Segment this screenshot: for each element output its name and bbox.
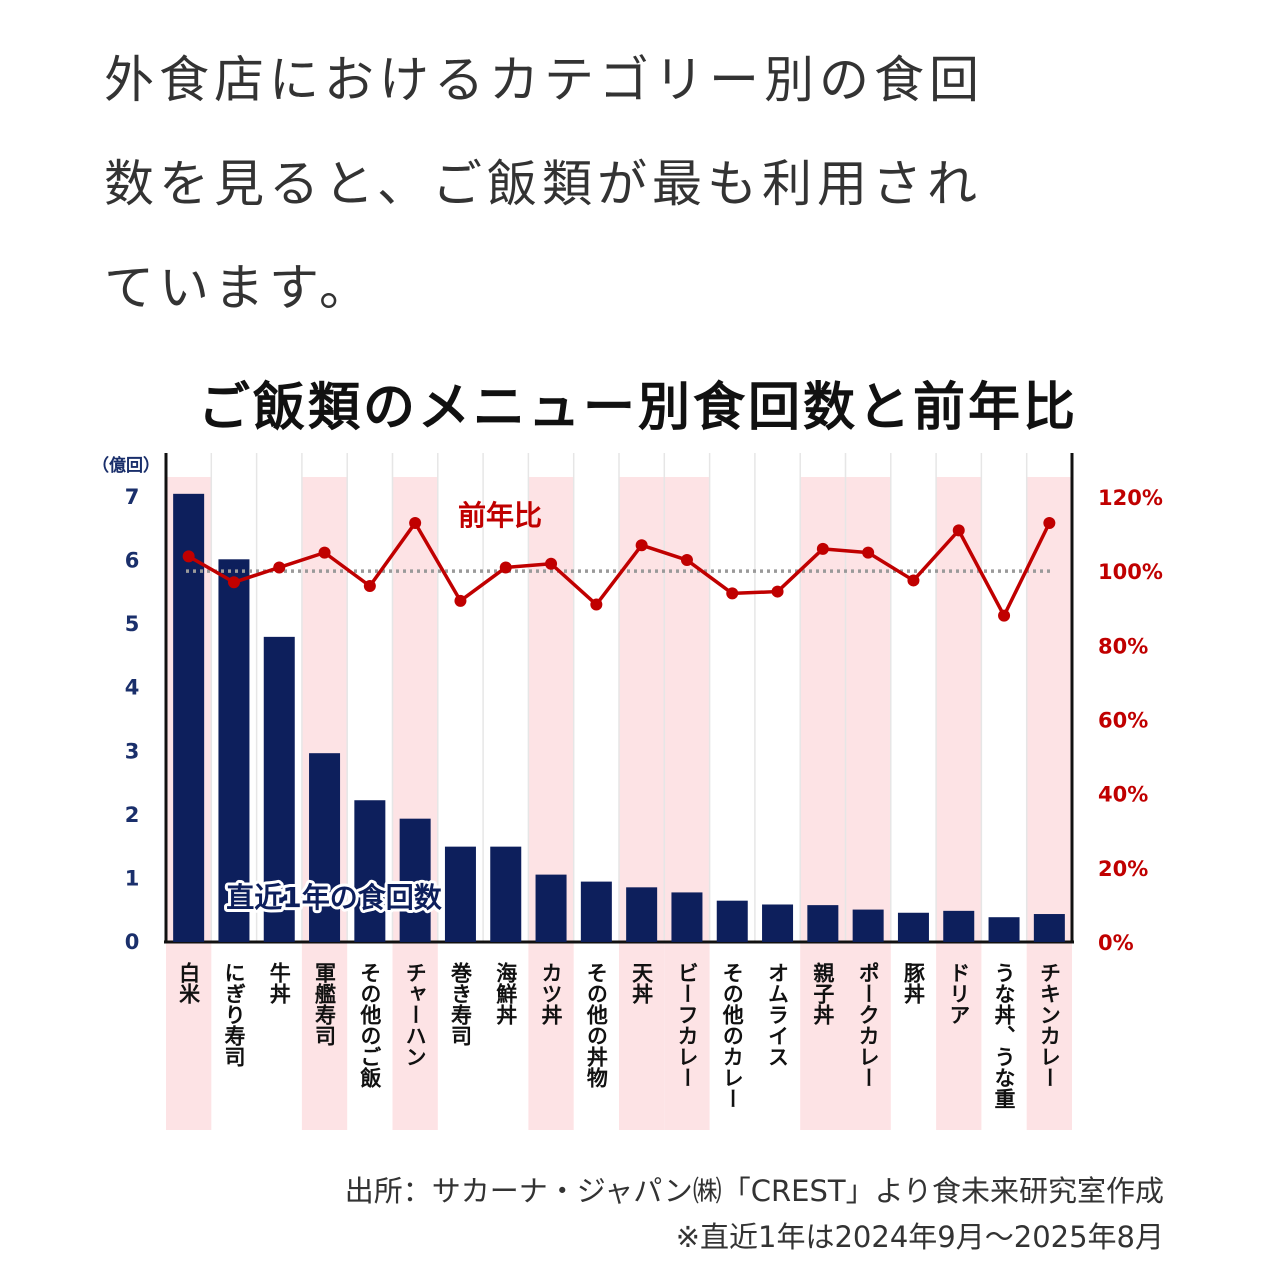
category-label: 天丼 <box>630 962 654 1005</box>
yoy-point <box>1043 516 1056 529</box>
left-tick-label: 6 <box>125 549 140 573</box>
source-line-1: 出所：サカーナ・ジャパン㈱「CREST」より食未来研究室作成 <box>344 1174 1164 1208</box>
category-label: ポークカレー <box>856 961 880 1088</box>
bar <box>807 905 839 942</box>
bar <box>535 874 567 942</box>
bar <box>173 493 205 942</box>
chart-title: ご飯類のメニュー別食回数と前年比 <box>197 378 1078 438</box>
yoy-point <box>907 574 920 587</box>
left-tick-label: 0 <box>125 930 140 954</box>
yoy-point <box>273 561 286 574</box>
bar <box>897 912 929 942</box>
yoy-point <box>499 561 512 574</box>
highlight-band <box>936 477 982 1130</box>
bar <box>399 818 431 942</box>
yoy-point <box>590 598 603 611</box>
category-label: 軍艦寿司 <box>313 962 337 1047</box>
bar <box>988 917 1020 942</box>
bar <box>354 800 386 942</box>
yoy-point <box>182 550 195 563</box>
yoy-point <box>771 585 784 598</box>
left-tick-label: 4 <box>125 676 140 700</box>
yoy-point <box>635 539 648 552</box>
highlight-band <box>392 477 438 1130</box>
right-tick-label: 80% <box>1098 634 1148 658</box>
source-note: 出所：サカーナ・ジャパン㈱「CREST」より食未来研究室作成 ※直近1年は202… <box>345 1168 1164 1260</box>
category-label: 巻き寿司 <box>448 961 473 1047</box>
category-label: ビーフカレー <box>675 962 699 1088</box>
bar <box>671 892 703 942</box>
left-tick-label: 5 <box>125 612 140 636</box>
category-label: カツ丼 <box>539 962 563 1026</box>
category-label: 海鮮丼 <box>494 961 518 1026</box>
yoy-point <box>680 554 693 567</box>
right-tick-label: 20% <box>1098 857 1148 881</box>
yoy-point <box>726 587 739 600</box>
bar <box>1033 914 1065 942</box>
headline-line-2: 数を見ると、ご飯類が最も利用され <box>104 155 982 213</box>
right-tick-label: 60% <box>1098 709 1148 733</box>
bar <box>943 910 975 942</box>
category-label: オムライス <box>766 962 790 1067</box>
right-tick-label: 0% <box>1098 931 1134 955</box>
yoy-point <box>545 557 558 570</box>
yoy-point <box>816 542 829 555</box>
highlight-band <box>664 477 710 1130</box>
source-line-2: ※直近1年は2024年9月～2025年8月 <box>675 1220 1164 1254</box>
yoy-point <box>454 594 467 607</box>
category-label: 白米 <box>177 961 201 1005</box>
left-tick-label: 2 <box>125 803 140 827</box>
yoy-point <box>998 609 1011 622</box>
category-label: その他のカレー <box>720 962 745 1109</box>
category-label: 豚丼 <box>901 962 925 1005</box>
category-label: その他の丼物 <box>584 962 609 1089</box>
headline: 外食店におけるカテゴリー別の食回 数を見ると、ご飯類が最も利用され ています。 <box>104 28 1164 340</box>
highlight-band <box>528 477 574 1130</box>
highlight-band <box>619 477 665 1130</box>
series-label-count: 直近1年の食回数 <box>226 881 442 914</box>
left-tick-label: 3 <box>125 739 140 763</box>
category-label: ドリア <box>947 962 971 1025</box>
category-label: その他のご飯 <box>358 962 383 1089</box>
yoy-point <box>952 524 965 537</box>
bar <box>580 881 612 942</box>
bar <box>490 846 522 942</box>
bar <box>218 559 250 942</box>
bar <box>263 636 295 942</box>
yoy-point <box>862 546 875 559</box>
yoy-point <box>363 580 376 592</box>
bar <box>444 846 476 942</box>
bar <box>762 904 794 942</box>
category-label: うな丼、うな重 <box>992 962 1016 1109</box>
highlight-band <box>1026 477 1072 1130</box>
bar <box>852 909 884 942</box>
bar <box>716 900 748 942</box>
series-label-yoy: 前年比 <box>458 499 542 532</box>
headline-line-3: ています。 <box>104 259 374 317</box>
left-tick-label: 1 <box>125 866 140 890</box>
yoy-line <box>187 521 1051 618</box>
yoy-point <box>318 546 331 559</box>
category-label: チャーハン <box>403 962 427 1067</box>
yoy-point <box>227 576 240 589</box>
right-tick-label: 120% <box>1098 486 1163 510</box>
combo-chart: （億回） 0 1 2 3 4 5 6 7 0% 20% 40% 60% 80% 100% 120% 前年比直近1… <box>92 453 1163 1130</box>
yoy-point <box>409 516 422 529</box>
left-axis-unit: （億回） <box>92 455 160 476</box>
highlight-band <box>800 477 846 1130</box>
right-tick-label: 100% <box>1098 560 1163 584</box>
highlight-band <box>845 477 891 1130</box>
bar <box>309 753 341 942</box>
left-tick-label: 7 <box>125 485 140 509</box>
category-label: 親子丼 <box>811 962 835 1026</box>
headline-line-1: 外食店におけるカテゴリー別の食回 <box>104 51 984 109</box>
bar <box>626 887 658 942</box>
category-label: チキンカレー <box>1037 962 1061 1088</box>
right-tick-label: 40% <box>1098 783 1148 807</box>
category-label: にぎり寿司 <box>222 962 246 1068</box>
category-label: 牛丼 <box>267 962 291 1005</box>
